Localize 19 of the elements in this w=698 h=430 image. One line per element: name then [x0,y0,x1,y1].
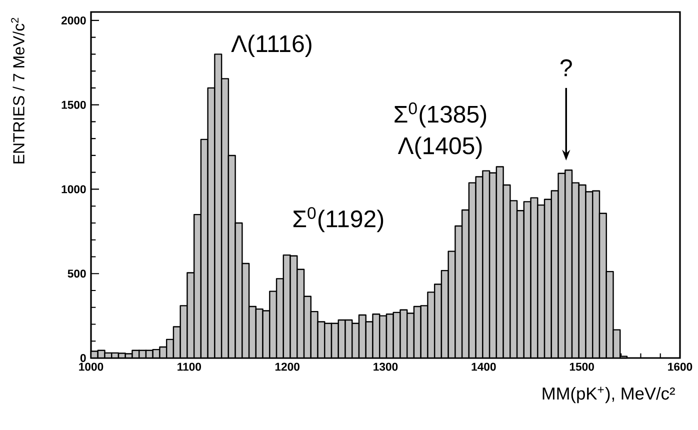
y-tick-label: 1500 [62,100,86,109]
x-tick-label: 1600 [668,362,692,371]
x-tick-label: 1500 [570,362,594,371]
y-tick-label: 500 [68,270,86,278]
annotation: ? [560,59,572,76]
annotation: Σ$^{0}$(1385) [394,102,486,128]
y-axis-title: ENTRIES / 7 MeV/c$^{2}$ [11,18,24,164]
x-tick-label: 1000 [79,362,104,371]
x-tick-label: 1100 [178,362,201,371]
y-tick-label: 1000 [62,185,86,194]
annotation: Λ(1116) [231,34,312,57]
x-axis-title: MM(pK$^{+}$), MeV/c² [542,386,675,404]
x-tick-label: 1200 [275,362,300,371]
annotation: Λ(1405) [398,136,482,160]
x-tick-label: 1400 [472,362,496,371]
annotation: Σ$^{0}$(1192) [293,207,384,232]
y-tick-label: 2000 [61,16,86,24]
y-tick-label: 0 [80,354,86,362]
x-tick-label: 1300 [374,362,398,371]
